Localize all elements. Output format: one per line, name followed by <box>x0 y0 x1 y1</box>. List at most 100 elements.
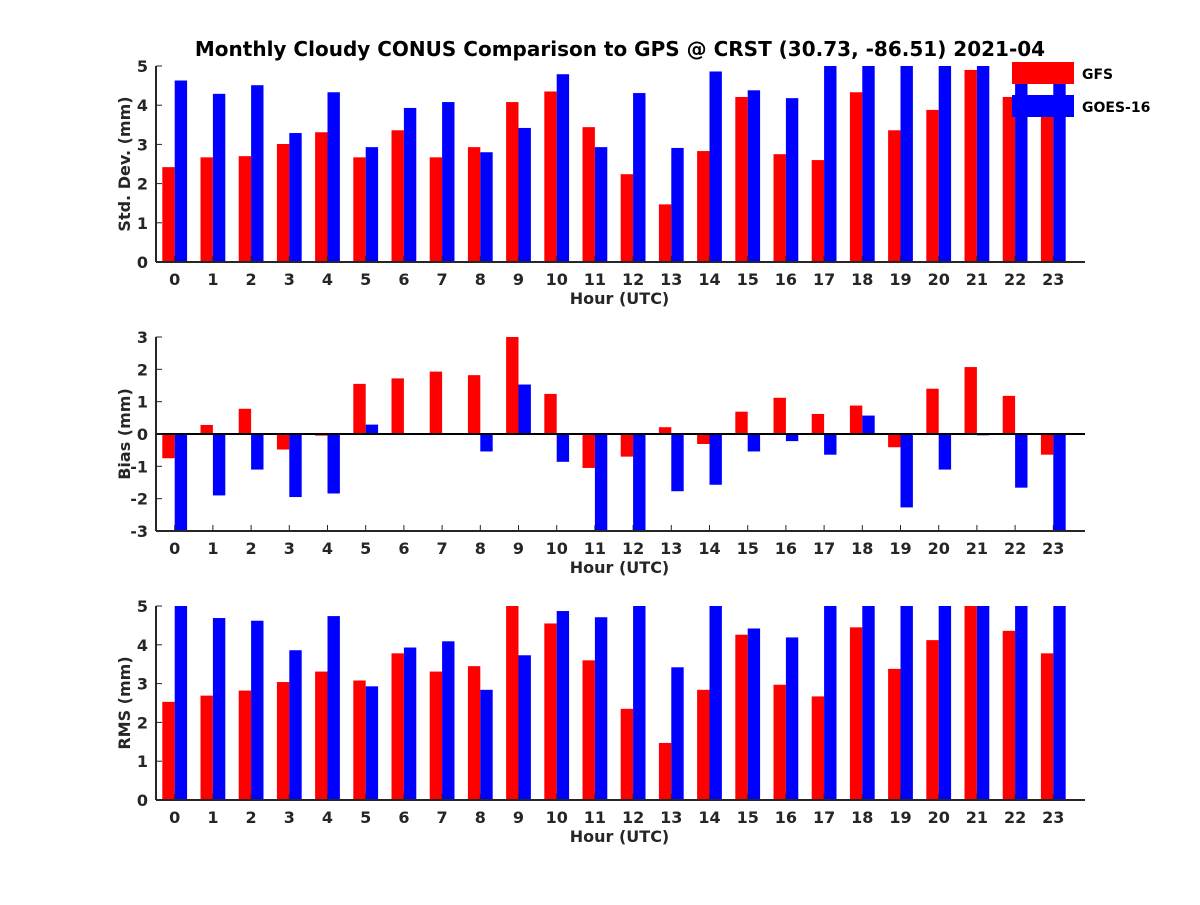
x-tick-label: 4 <box>322 808 333 827</box>
bar-gfs-1 <box>200 695 213 800</box>
bar-goes16-16 <box>785 434 799 442</box>
bar-goes16-12 <box>633 93 646 262</box>
bar-goes16-9 <box>518 655 531 800</box>
bar-goes16-4 <box>327 434 340 494</box>
bar-goes16-8 <box>480 152 493 262</box>
x-tick-label: 9 <box>513 270 524 289</box>
bar-gfs-0 <box>162 167 175 262</box>
x-tick-label: 9 <box>513 808 524 827</box>
x-tick-label: 22 <box>1004 270 1026 289</box>
bar-goes16-18 <box>862 66 875 262</box>
bar-gfs-5 <box>353 157 366 262</box>
bar-gfs-4 <box>315 671 328 800</box>
bar-goes16-14 <box>709 71 722 263</box>
x-tick-label: 20 <box>928 808 950 827</box>
bar-goes16-5 <box>365 147 379 262</box>
x-tick-label: 4 <box>322 270 333 289</box>
y-tick-label: 4 <box>137 636 148 655</box>
x-tick-label: 2 <box>246 539 257 558</box>
x-tick-label: 1 <box>207 539 218 558</box>
y-tick-label: 1 <box>137 393 148 412</box>
x-tick-label: 18 <box>851 270 873 289</box>
bar-goes16-6 <box>403 647 417 800</box>
legend-swatch-goes16 <box>1012 95 1074 117</box>
bar-goes16-0 <box>174 80 188 262</box>
bar-gfs-9 <box>506 102 519 262</box>
bar-goes16-2 <box>251 620 264 800</box>
bar-gfs-19 <box>888 668 901 800</box>
bar-gfs-6 <box>391 653 404 800</box>
bar-goes16-14 <box>709 606 722 800</box>
bar-goes16-13 <box>671 667 684 800</box>
bar-gfs-6 <box>391 130 404 262</box>
bar-goes16-10 <box>556 611 570 800</box>
bar-goes16-16 <box>785 98 799 262</box>
x-tick-label: 12 <box>622 270 644 289</box>
x-tick-label: 15 <box>737 808 759 827</box>
y-tick-label: 3 <box>137 328 148 347</box>
bar-goes16-2 <box>251 85 264 263</box>
y-tick-label: 3 <box>137 675 148 694</box>
bar-gfs-18 <box>849 627 863 800</box>
y-tick-label: 2 <box>137 360 148 379</box>
bar-gfs-16 <box>773 397 786 434</box>
x-tick-label: 21 <box>966 270 988 289</box>
x-tick-label: 22 <box>1004 808 1026 827</box>
bar-goes16-11 <box>594 617 608 800</box>
bar-goes16-21 <box>976 66 990 262</box>
bar-gfs-5 <box>353 383 366 434</box>
y-tick-label: 5 <box>137 57 148 76</box>
bar-gfs-20 <box>926 640 939 800</box>
legend-label-goes16: GOES-16 <box>1082 100 1150 116</box>
bar-gfs-4 <box>315 132 328 262</box>
x-axis-label: Hour (UTC) <box>570 827 670 846</box>
bar-goes16-13 <box>671 147 684 262</box>
bar-gfs-7 <box>429 157 443 262</box>
bar-goes16-15 <box>747 90 761 262</box>
x-tick-label: 13 <box>660 270 682 289</box>
bar-goes16-15 <box>747 628 761 800</box>
bar-gfs-1 <box>200 424 213 434</box>
bar-gfs-12 <box>620 174 634 262</box>
x-tick-label: 13 <box>660 539 682 558</box>
x-tick-label: 1 <box>207 270 218 289</box>
bar-gfs-22 <box>1002 630 1016 800</box>
x-tick-label: 9 <box>513 539 524 558</box>
bar-goes16-12 <box>633 434 646 531</box>
bar-gfs-10 <box>544 91 557 262</box>
x-tick-label: 22 <box>1004 539 1026 558</box>
y-tick-label: 1 <box>137 214 148 233</box>
bar-gfs-22 <box>1002 96 1016 262</box>
bar-gfs-12 <box>620 708 634 800</box>
x-tick-label: 7 <box>437 808 448 827</box>
x-tick-label: 15 <box>737 270 759 289</box>
bar-gfs-1 <box>200 157 213 262</box>
x-tick-label: 19 <box>889 539 911 558</box>
bar-gfs-17 <box>811 160 825 262</box>
bar-gfs-15 <box>735 634 748 800</box>
x-tick-label: 5 <box>360 808 371 827</box>
bar-gfs-18 <box>849 92 863 262</box>
bar-goes16-11 <box>594 434 608 531</box>
bar-goes16-1 <box>212 434 226 496</box>
bar-goes16-0 <box>174 606 188 800</box>
bar-goes16-0 <box>174 434 188 531</box>
x-tick-label: 23 <box>1042 808 1064 827</box>
y-tick-label: 4 <box>137 96 148 115</box>
y-tick-label: -1 <box>130 457 148 476</box>
x-tick-label: 14 <box>698 808 720 827</box>
bar-goes16-17 <box>824 66 837 262</box>
x-tick-label: 8 <box>475 539 486 558</box>
x-tick-label: 6 <box>398 539 409 558</box>
bar-gfs-8 <box>467 666 481 800</box>
bar-goes16-7 <box>442 102 455 262</box>
x-tick-label: 12 <box>622 808 644 827</box>
x-tick-label: 23 <box>1042 270 1064 289</box>
x-tick-label: 0 <box>169 539 180 558</box>
bar-goes16-18 <box>862 606 875 800</box>
bar-goes16-11 <box>594 147 608 262</box>
bar-goes16-1 <box>212 93 226 262</box>
x-tick-label: 4 <box>322 539 333 558</box>
bar-gfs-14 <box>697 151 710 262</box>
